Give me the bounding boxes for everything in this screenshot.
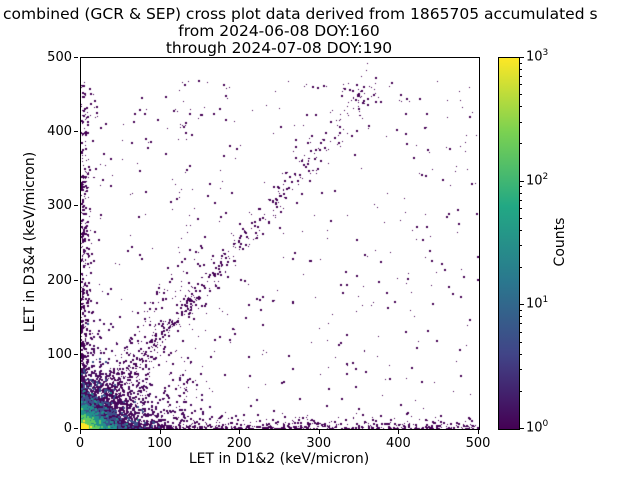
colorbar-minor-tick-mark xyxy=(520,94,522,96)
colorbar-tick-mark xyxy=(520,304,524,306)
y-axis-label: LET in D3&4 (keV/micron) xyxy=(22,151,38,333)
colorbar-tick-label: 102 xyxy=(526,171,549,188)
x-tick-mark xyxy=(478,430,479,434)
colorbar-tick-label: 103 xyxy=(526,48,549,65)
colorbar-tick-mark xyxy=(520,57,524,58)
colorbar-minor-tick-mark xyxy=(520,62,522,64)
colorbar-minor-tick-mark xyxy=(520,323,522,325)
y-tick-label: 500 xyxy=(47,50,72,65)
colorbar-minor-tick-mark xyxy=(520,245,522,247)
y-tick-mark xyxy=(74,353,78,355)
colorbar-minor-tick-mark xyxy=(520,267,522,269)
colorbar-tick-mark xyxy=(520,180,524,182)
colorbar-minor-tick-mark xyxy=(520,192,522,194)
plot-title-line3: through 2024-07-08 DOY:190 xyxy=(165,39,393,57)
colorbar-minor-tick-mark xyxy=(520,331,522,333)
colorbar-minor-tick-mark xyxy=(520,353,522,355)
colorbar-tick-label: 101 xyxy=(526,295,549,312)
y-tick-label: 300 xyxy=(47,198,72,214)
x-tick-label: 200 xyxy=(226,436,252,451)
plot-area xyxy=(80,57,480,430)
colorbar-minor-tick-mark xyxy=(520,68,522,70)
y-tick-mark xyxy=(74,131,78,133)
colorbar-minor-tick-mark xyxy=(520,106,522,108)
colorbar-minor-tick-mark xyxy=(520,217,522,219)
colorbar-tick-mark xyxy=(520,428,524,429)
colorbar-minor-tick-mark xyxy=(520,316,522,318)
colorbar-minor-tick-mark xyxy=(520,199,522,201)
colorbar-minor-tick-mark xyxy=(520,76,522,78)
x-tick-mark xyxy=(159,430,161,434)
x-tick-label: 400 xyxy=(385,436,411,451)
colorbar xyxy=(498,57,520,430)
colorbar-label: Counts xyxy=(552,217,568,267)
y-tick-mark xyxy=(74,279,78,281)
scatter-canvas xyxy=(81,58,479,429)
colorbar-minor-tick-mark xyxy=(520,143,522,145)
colorbar-tick-label: 100 xyxy=(526,419,549,436)
y-tick-label: 200 xyxy=(47,272,72,288)
y-tick-mark xyxy=(74,205,78,207)
colorbar-minor-tick-mark xyxy=(520,390,522,392)
x-tick-mark xyxy=(398,430,400,434)
colorbar-minor-tick-mark xyxy=(520,121,522,123)
colorbar-minor-tick-mark xyxy=(520,229,522,231)
colorbar-minor-tick-mark xyxy=(520,368,522,370)
x-tick-label: 300 xyxy=(306,436,332,451)
y-tick-mark xyxy=(74,428,78,429)
x-tick-mark xyxy=(318,430,320,434)
plot-title-line2: from 2024-06-08 DOY:160 xyxy=(178,22,380,40)
x-tick-mark xyxy=(80,430,81,434)
x-tick-label: 0 xyxy=(75,436,85,451)
y-tick-label: 100 xyxy=(47,346,72,362)
x-tick-label: 100 xyxy=(147,436,172,451)
colorbar-minor-tick-mark xyxy=(520,309,522,311)
x-axis-label: LET in D1&2 (keV/micron) xyxy=(188,451,370,467)
x-tick-mark xyxy=(239,430,241,434)
colorbar-minor-tick-mark xyxy=(520,186,522,188)
plot-title-line1: combined (GCR & SEP) cross plot data der… xyxy=(3,5,598,23)
colorbar-minor-tick-mark xyxy=(520,84,522,86)
colorbar-minor-tick-mark xyxy=(520,208,522,210)
colorbar-minor-tick-mark xyxy=(520,341,522,343)
y-tick-mark xyxy=(74,57,78,58)
y-tick-label: 0 xyxy=(63,421,72,436)
y-tick-label: 400 xyxy=(47,124,72,140)
x-tick-label: 500 xyxy=(465,436,491,451)
